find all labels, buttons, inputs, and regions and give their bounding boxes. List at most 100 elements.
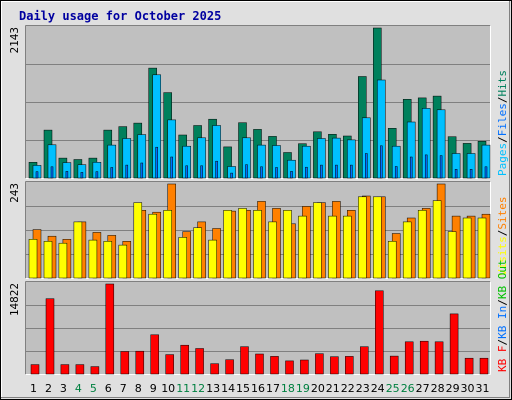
- bar-visits-visits-day-2: [43, 241, 53, 279]
- bar-hits-files-day-23: [365, 153, 368, 179]
- bar-hits-files-day-31: [484, 166, 488, 179]
- day-label-25: 25: [386, 382, 400, 395]
- day-label-10: 10: [161, 382, 175, 395]
- bar-hits-files-day-4: [80, 172, 84, 179]
- bar-hits-files-day-10: [170, 156, 173, 179]
- legend-kbytes: KB F/KB In/KB Out: [496, 259, 509, 372]
- bar-kbytes-kb-f-day-3: [60, 364, 70, 375]
- day-label-30: 30: [461, 382, 475, 395]
- bar-kbytes-kb-f-day-18: [285, 360, 294, 375]
- bar-visits-visits-day-1: [28, 239, 38, 279]
- legend-entry-kbytes-2: KB In: [496, 306, 509, 339]
- bar-visits-visits-day-8: [133, 202, 143, 279]
- ymax-label-kbytes: 14822: [8, 283, 21, 316]
- bar-kbytes-kb-f-day-16: [255, 353, 264, 375]
- bar-kbytes-kb-f-day-9: [150, 334, 159, 375]
- legend-entry-hits-4: Hits: [496, 70, 509, 97]
- day-label-4: 4: [75, 382, 82, 395]
- bar-visits-visits-day-12: [193, 227, 202, 279]
- bar-visits-visits-day-30: [462, 217, 472, 279]
- ymax-label-hits: 2143: [8, 27, 21, 54]
- legend-entry-kbytes-1: /: [496, 339, 509, 346]
- bar-visits-visits-day-27: [417, 210, 427, 279]
- bar-kbytes-kb-f-day-7: [120, 351, 130, 375]
- bar-kbytes-kb-f-day-30: [464, 357, 474, 375]
- series-kbytes-kb-f: [30, 283, 489, 375]
- day-labels: 1 2 3 4 5 6 7 8 9 10 11 12 13 14 15 16 17 18 19 20 21 22 23 24 2…: [30, 382, 490, 395]
- day-label-18: 18: [281, 382, 295, 395]
- legend-entry-hits-2: Files: [496, 103, 509, 136]
- bar-hits-files-day-17: [275, 167, 278, 179]
- bar-visits-visits-day-9: [148, 213, 157, 279]
- day-label-1: 1: [30, 382, 37, 395]
- bar-kbytes-kb-f-day-31: [479, 357, 489, 375]
- day-label-31: 31: [476, 382, 490, 395]
- legend-entry-hits-3: /: [496, 97, 509, 104]
- bar-hits-files-day-19: [305, 166, 308, 179]
- bar-visits-visits-day-29: [447, 231, 457, 279]
- bar-visits-visits-day-17: [268, 221, 277, 279]
- bar-kbytes-kb-f-day-27: [419, 340, 429, 375]
- bar-kbytes-kb-f-day-29: [449, 313, 459, 375]
- legend-entry-visits-1: /: [496, 230, 509, 237]
- bar-hits-files-day-1: [35, 171, 39, 179]
- legend-entry-hits-1: /: [496, 136, 509, 143]
- day-label-26: 26: [401, 382, 415, 395]
- series-visits-visits: [28, 196, 487, 279]
- day-label-20: 20: [311, 382, 325, 395]
- chart-title: Daily usage for October 2025: [19, 9, 221, 23]
- bar-hits-files-day-20: [320, 164, 323, 179]
- bar-visits-visits-day-22: [343, 215, 352, 279]
- bar-visits-visits-day-23: [358, 196, 367, 279]
- bar-kbytes-kb-f-day-22: [345, 356, 354, 375]
- day-label-13: 13: [206, 382, 220, 395]
- day-label-28: 28: [431, 382, 445, 395]
- bar-hits-files-day-11: [185, 165, 188, 179]
- bar-hits-files-day-13: [215, 160, 218, 179]
- chart-panels: 2143Pages/Files/Hits243Visits/Sites14822…: [8, 25, 509, 375]
- bar-kbytes-kb-f-day-5: [90, 366, 100, 375]
- day-label-7: 7: [120, 382, 127, 395]
- bar-kbytes-kb-f-day-15: [240, 346, 249, 375]
- day-label-27: 27: [416, 382, 430, 395]
- bar-hits-files-day-12: [200, 165, 203, 179]
- day-label-2: 2: [45, 382, 52, 395]
- bar-kbytes-kb-f-day-25: [389, 355, 399, 375]
- bar-kbytes-kb-f-day-1: [30, 364, 40, 375]
- bar-visits-visits-day-19: [298, 215, 307, 279]
- legend-entry-kbytes-3: /: [496, 299, 509, 306]
- bar-kbytes-kb-f-day-28: [434, 341, 444, 375]
- bar-visits-visits-day-10: [163, 210, 172, 279]
- bar-visits-visits-day-14: [223, 210, 232, 279]
- bar-kbytes-kb-f-day-13: [210, 363, 219, 375]
- bar-hits-files-day-8: [140, 162, 144, 179]
- bar-kbytes-kb-f-day-19: [300, 359, 309, 375]
- bar-visits-visits-day-7: [118, 244, 128, 279]
- day-label-16: 16: [251, 382, 265, 395]
- bar-kbytes-kb-f-day-23: [360, 346, 369, 375]
- bar-kbytes-kb-f-day-21: [330, 356, 339, 375]
- bar-kbytes-kb-f-day-10: [165, 354, 174, 375]
- bar-hits-files-day-3: [65, 171, 69, 179]
- day-label-6: 6: [105, 382, 112, 395]
- bar-visits-visits-day-24: [373, 196, 382, 279]
- bar-kbytes-kb-f-day-6: [105, 283, 115, 375]
- panel-visits: 243 Visits/Sites: [8, 181, 509, 279]
- bar-kbytes-kb-f-day-14: [225, 359, 234, 375]
- bar-hits-files-day-25: [394, 166, 398, 179]
- bar-visits-visits-day-26: [402, 221, 412, 279]
- bar-hits-files-day-6: [110, 167, 114, 179]
- bar-hits-files-day-22: [350, 164, 353, 179]
- bar-kbytes-kb-f-day-12: [195, 348, 204, 375]
- legend-entry-visits-2: Sites: [496, 197, 509, 230]
- bar-kbytes-kb-f-day-11: [180, 344, 189, 375]
- bar-visits-visits-day-25: [387, 241, 397, 279]
- bar-visits-visits-day-4: [73, 221, 83, 279]
- bar-visits-visits-day-16: [253, 210, 262, 279]
- bar-visits-visits-day-3: [58, 242, 68, 279]
- panel-kbytes: 14822 KB F/KB In/KB Out: [8, 259, 509, 375]
- bar-hits-files-day-16: [260, 166, 263, 179]
- day-label-5: 5: [90, 382, 97, 395]
